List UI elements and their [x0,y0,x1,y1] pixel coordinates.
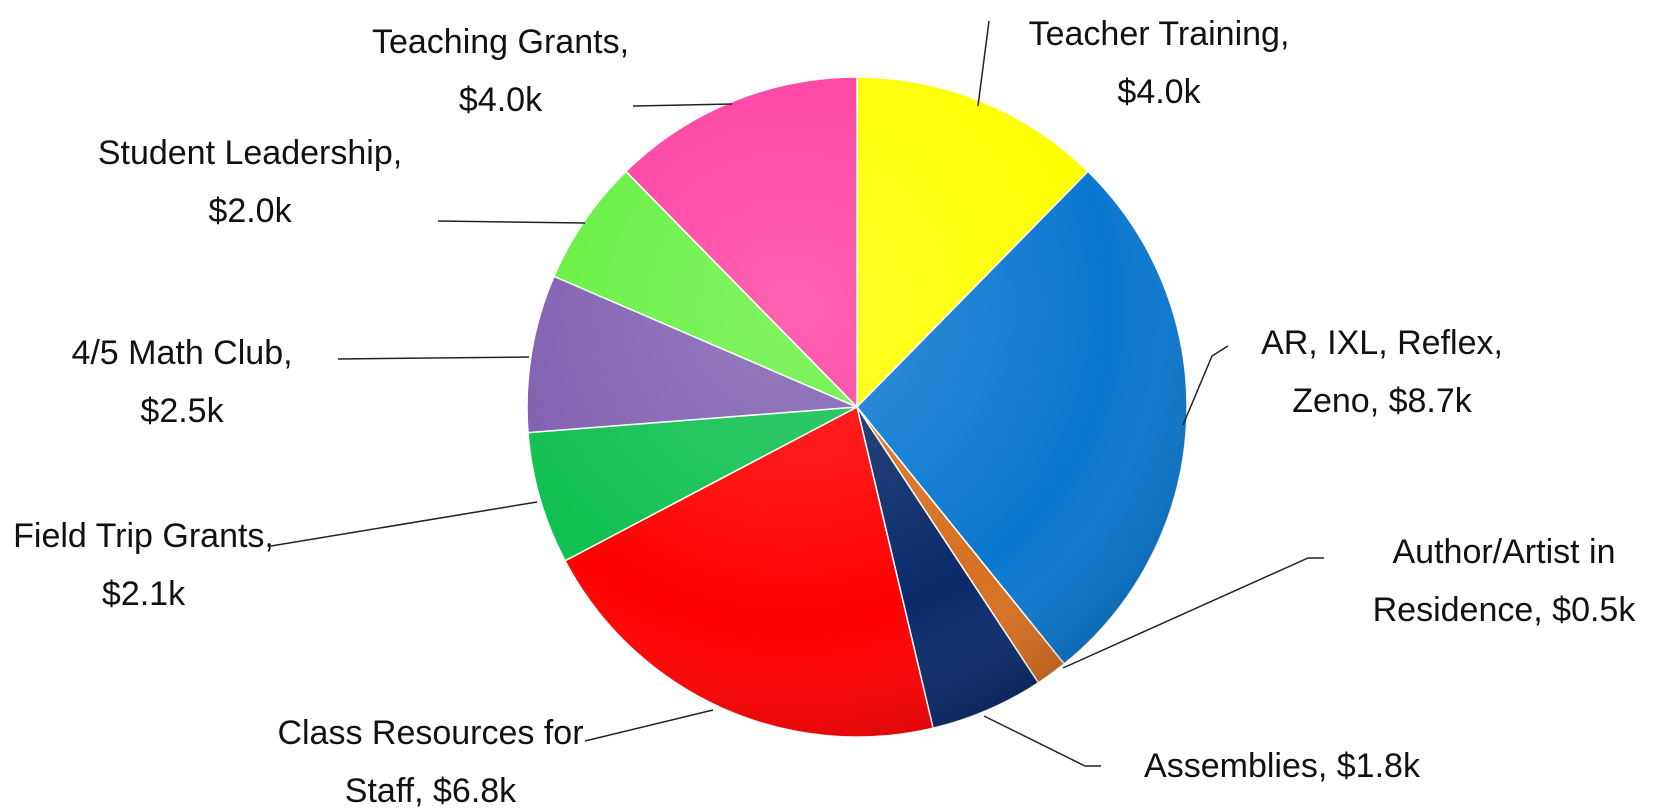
leader-line [632,103,733,107]
data-label: Assemblies, $1.8k [1144,747,1420,785]
data-label: Teacher Training, $4.0k [1028,15,1290,111]
leader-line [584,709,714,742]
leader-line [977,20,990,107]
data-label: Author/Artist in Residence, $0.5k [1372,533,1636,629]
data-label: AR, IXL, Reflex, Zeno, $8.7k [1261,324,1503,420]
data-label: Teaching Grants, $4.0k [371,23,630,119]
leader-line [270,501,538,547]
leader-line [337,356,530,360]
leader-line [1062,557,1324,669]
data-label: Student Leadership, $2.0k [97,134,403,230]
leader-line [1182,345,1229,426]
leader-line [437,220,586,224]
data-label: 4/5 Math Club, $2.5k [71,334,293,430]
data-label: Class Resources for Staff, $6.8k [277,714,584,808]
leader-line [983,715,1101,767]
data-label: Field Trip Grants, $2.1k [13,517,274,613]
